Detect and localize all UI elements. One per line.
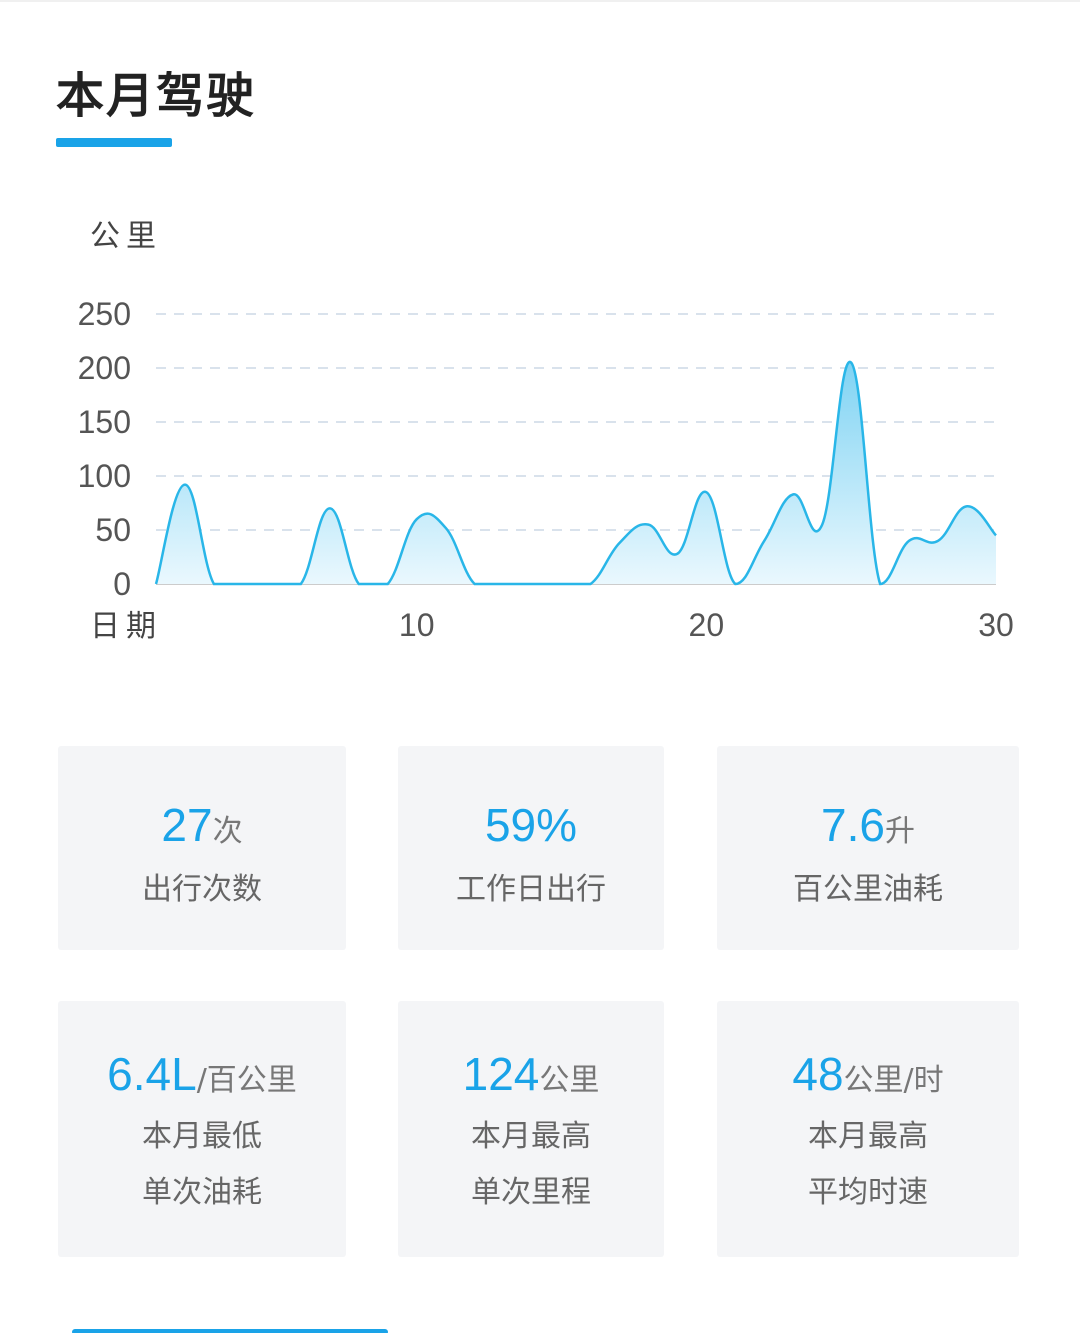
section-title: 本月驾驶 <box>56 68 257 124</box>
y-tick-label: 50 <box>95 512 131 548</box>
x-tick-label: 30 <box>978 607 1014 643</box>
stat-unit: /百公里 <box>196 1063 297 1098</box>
x-axis-label: 日期 <box>90 609 162 644</box>
y-tick-label: 250 <box>78 296 131 332</box>
stat-label: 出行次数 <box>142 872 262 907</box>
section-title-underline <box>56 138 172 147</box>
stat-label: 单次里程 <box>471 1175 591 1210</box>
stat-label: 本月最低 <box>142 1119 262 1154</box>
x-tick-label: 20 <box>689 607 725 643</box>
stat-value: 48 <box>792 1048 844 1100</box>
y-axis-label: 公里 <box>90 219 162 254</box>
stat-unit: 公里 <box>539 1063 600 1098</box>
stat-label: 单次油耗 <box>142 1175 262 1210</box>
stat-label: 本月最高 <box>808 1119 928 1154</box>
y-tick-label: 200 <box>78 350 131 386</box>
mileage-area <box>156 361 996 584</box>
stat-label: 本月最高 <box>471 1119 591 1154</box>
stat-label: 百公里油耗 <box>793 872 943 907</box>
stat-label: 工作日出行 <box>456 872 606 907</box>
next-section-underline <box>72 1329 388 1333</box>
stat-value: 124 <box>462 1048 540 1100</box>
stat-value: 59% <box>484 799 578 851</box>
x-tick-label: 10 <box>399 607 435 643</box>
mileage-chart: 公里 日期 0 50 100 150 200 250 10 20 30 <box>78 219 1014 644</box>
top-divider <box>0 0 1080 2</box>
y-tick-label: 0 <box>113 566 131 602</box>
stat-card-workday-trips[interactable]: 59% 工作日出行 <box>398 746 664 950</box>
stat-unit: 次 <box>212 814 243 849</box>
stat-value: 7.6 <box>821 799 885 851</box>
stat-value: 6.4L <box>107 1048 197 1100</box>
stat-card-max-speed[interactable]: 48公里/时 本月最高 平均时速 <box>717 1001 1019 1257</box>
stat-value: 27 <box>161 799 213 851</box>
stat-unit: 升 <box>884 814 915 849</box>
y-tick-label: 100 <box>78 458 131 494</box>
stat-card-max-distance[interactable]: 124公里 本月最高 单次里程 <box>398 1001 664 1257</box>
stat-card-fuel-per-100km[interactable]: 7.6升 百公里油耗 <box>717 746 1019 950</box>
mileage-line <box>154 361 997 586</box>
y-tick-label: 150 <box>78 404 131 440</box>
stat-unit: 公里/时 <box>843 1063 944 1098</box>
stat-card-trip-count[interactable]: 27次 出行次数 <box>58 746 346 950</box>
stat-card-min-fuel[interactable]: 6.4L/百公里 本月最低 单次油耗 <box>58 1001 346 1257</box>
stat-label: 平均时速 <box>808 1175 928 1210</box>
